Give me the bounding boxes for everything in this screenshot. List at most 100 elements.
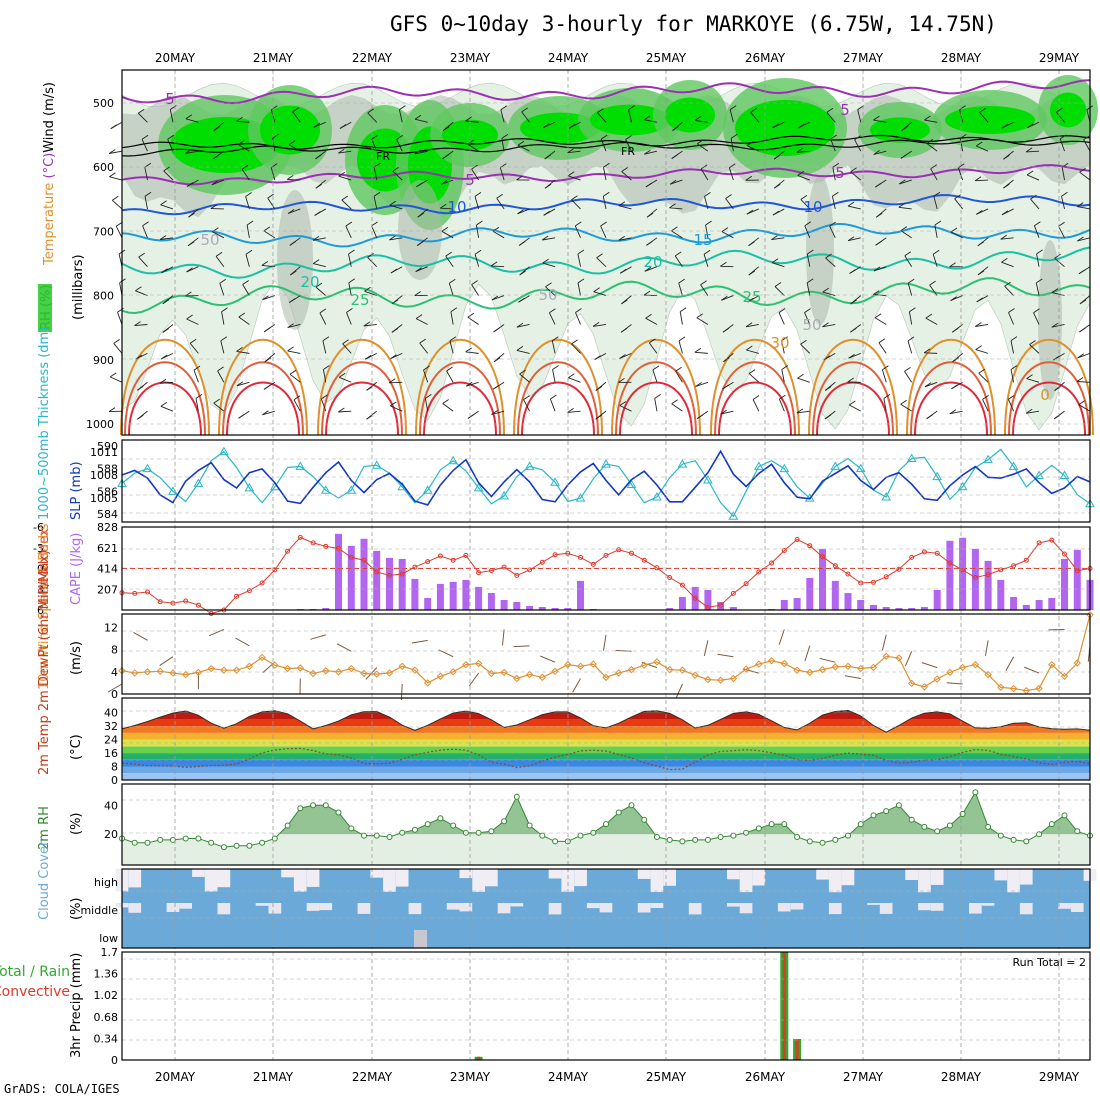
- wind-barb-flag: [263, 327, 271, 333]
- thickness-marker: [320, 485, 331, 494]
- wind-barb-flag: [371, 221, 378, 227]
- wind-barb-flag: [721, 295, 728, 301]
- cape-bar: [793, 598, 801, 610]
- wind-barb: [287, 350, 301, 354]
- wind-barb: [242, 284, 250, 296]
- wind-barb-flag: [975, 322, 982, 327]
- wind-barb-flag: [832, 162, 840, 168]
- wind-barb: [1007, 399, 1014, 412]
- wind10m-marker: [755, 660, 763, 668]
- wind-barb-flag: [345, 221, 353, 227]
- wind-barb: [169, 109, 174, 123]
- wind-barb-flag: [804, 308, 811, 313]
- wind-barb-flag: [373, 162, 381, 168]
- wind-barb-flag: [781, 365, 789, 370]
- wind10m-marker: [1048, 660, 1056, 669]
- wind-barb-flag: [924, 382, 932, 388]
- thickness-marker: [652, 491, 662, 501]
- thickness-marker: [193, 478, 204, 487]
- wind-barb: [491, 410, 505, 415]
- pressure-tick-label: 700: [93, 225, 114, 238]
- wind-barb: [138, 256, 148, 268]
- wind-barb: [720, 410, 734, 415]
- wind10m-marker: [500, 668, 508, 677]
- wind-barb: [516, 324, 530, 328]
- li-tick-label: 0: [37, 563, 44, 576]
- temp-band: [122, 726, 1090, 733]
- wind-barb: [929, 284, 938, 296]
- li-marker: [807, 543, 813, 549]
- wind-barb-flag: [162, 299, 170, 305]
- wind-barb-flag: [621, 167, 628, 172]
- wind10m-barb: [703, 640, 709, 657]
- cloud-middle-cell: [727, 903, 740, 907]
- temp-contour-line: [121, 246, 1091, 279]
- wind-barb-flag: [1077, 236, 1084, 242]
- wind-barb-flag: [474, 192, 482, 197]
- wind-barb-flag: [1010, 365, 1018, 370]
- rh-marker: [195, 835, 202, 842]
- wind-barb: [1000, 237, 1014, 240]
- wind-barb-flag: [1051, 322, 1059, 328]
- wind-barb: [137, 112, 148, 123]
- cape-bar: [538, 607, 546, 610]
- cloud-high-cell: [841, 869, 855, 886]
- temp-arch-contour: [419, 361, 501, 436]
- wind-barb: [109, 150, 123, 154]
- wind-barb-flag: [467, 414, 475, 419]
- wind-barb: [804, 225, 811, 238]
- top-date-label: 23MAY: [450, 51, 491, 65]
- wind10m-tick-label: 4: [111, 666, 118, 679]
- wind-barb: [195, 398, 199, 412]
- wind-barb: [519, 373, 530, 383]
- li-marker: [501, 564, 507, 570]
- wind-barb: [979, 112, 989, 123]
- rh-marker: [1036, 831, 1043, 838]
- wind-barb: [288, 144, 301, 152]
- wind-barb-flag: [725, 194, 732, 199]
- wind-barb-flag: [900, 399, 907, 405]
- wind-barb-flag: [135, 286, 142, 292]
- li-marker: [947, 560, 953, 566]
- wind-barb-flag: [925, 313, 933, 319]
- run-total-note: Run Total = 2: [1013, 956, 1087, 969]
- wind-barb: [924, 381, 938, 388]
- li-marker: [514, 572, 520, 578]
- wind-barb-flag: [977, 241, 985, 247]
- wind10m-marker: [920, 683, 929, 691]
- wind-barb-flag: [977, 270, 985, 276]
- cape-bar: [666, 608, 674, 610]
- wind-barb-flag: [671, 226, 678, 232]
- wind-barb-flag: [449, 336, 457, 342]
- panel-frames: [121, 69, 1091, 1061]
- thickness-marker: [473, 482, 484, 492]
- li-marker: [679, 582, 685, 588]
- wind10m-marker: [844, 662, 852, 671]
- wind-barb-flag: [646, 241, 653, 246]
- precip-convective-bar: [795, 1039, 799, 1060]
- rh-tick-label: 40: [104, 799, 118, 812]
- wind-barb-flag: [115, 221, 123, 227]
- wind-barb-flag: [319, 308, 327, 314]
- bottom-date-label: 29MAY: [1039, 1070, 1080, 1084]
- wind-barb-flag: [552, 365, 559, 370]
- thickness-marker: [448, 455, 459, 465]
- wind-barb: [883, 398, 887, 412]
- wind-barb: [115, 225, 123, 239]
- wind-barb: [924, 352, 938, 354]
- wind-barb-flag: [364, 286, 371, 292]
- wind-barb: [847, 205, 861, 210]
- li-marker: [667, 575, 673, 580]
- wind-barb: [267, 197, 276, 210]
- wind10m-marker: [576, 662, 585, 671]
- wind-barb-flag: [321, 394, 328, 400]
- li-marker: [1049, 537, 1055, 543]
- wind-barb: [475, 224, 480, 238]
- wind-barb-flag: [185, 114, 193, 120]
- wind-barb: [270, 167, 276, 181]
- temp-tick-label: 0: [111, 774, 118, 787]
- wind10m-barb: [310, 634, 326, 640]
- wind-barb: [159, 381, 173, 384]
- wind-barb: [873, 266, 887, 272]
- wind-barb-flag: [500, 105, 508, 111]
